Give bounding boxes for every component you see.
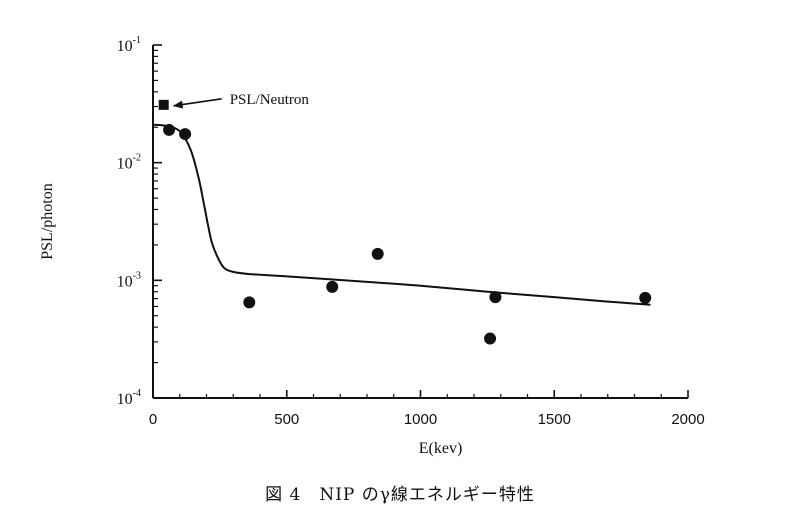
photon-circle-point bbox=[163, 123, 176, 136]
annotation-arrow bbox=[172, 98, 222, 109]
photon-circle-point bbox=[243, 296, 256, 309]
figure-caption: 図 4 NIP のγ線エネルギー特性 bbox=[265, 485, 535, 505]
x-tick-label: 1000 bbox=[404, 411, 437, 428]
neutron-square-point bbox=[158, 99, 169, 110]
x-tick-label: 2000 bbox=[671, 411, 704, 428]
photon-circle-point bbox=[489, 291, 502, 304]
x-tick-label: 1500 bbox=[538, 411, 571, 428]
x-tick-label: 500 bbox=[274, 411, 299, 428]
x-tick-label: 0 bbox=[149, 411, 157, 428]
chart-labels: 0 500 1000 1500 2000 10-4 10-3 10-2 10-1 E(kev) PS… bbox=[39, 35, 705, 457]
annotation-label: PSL/Neutron bbox=[230, 92, 310, 108]
y-tick-label: 10-1 bbox=[117, 35, 141, 55]
photon-circle-point bbox=[484, 332, 497, 345]
fit-curve bbox=[152, 123, 651, 306]
photon-circle-point bbox=[371, 247, 384, 260]
fit-curve-layer bbox=[152, 123, 651, 306]
y-tick-label: 10-2 bbox=[117, 153, 141, 173]
data-points bbox=[158, 99, 652, 345]
photon-circle-point bbox=[326, 280, 339, 293]
photon-circle-point bbox=[639, 291, 652, 304]
photon-circle-point bbox=[179, 128, 192, 141]
x-axis-label: E(kev) bbox=[419, 440, 463, 457]
axes bbox=[152, 44, 689, 399]
y-tick-label: 10-4 bbox=[117, 388, 141, 408]
y-tick-label: 10-3 bbox=[117, 270, 141, 290]
y-axis-label: PSL/photon bbox=[39, 183, 56, 259]
